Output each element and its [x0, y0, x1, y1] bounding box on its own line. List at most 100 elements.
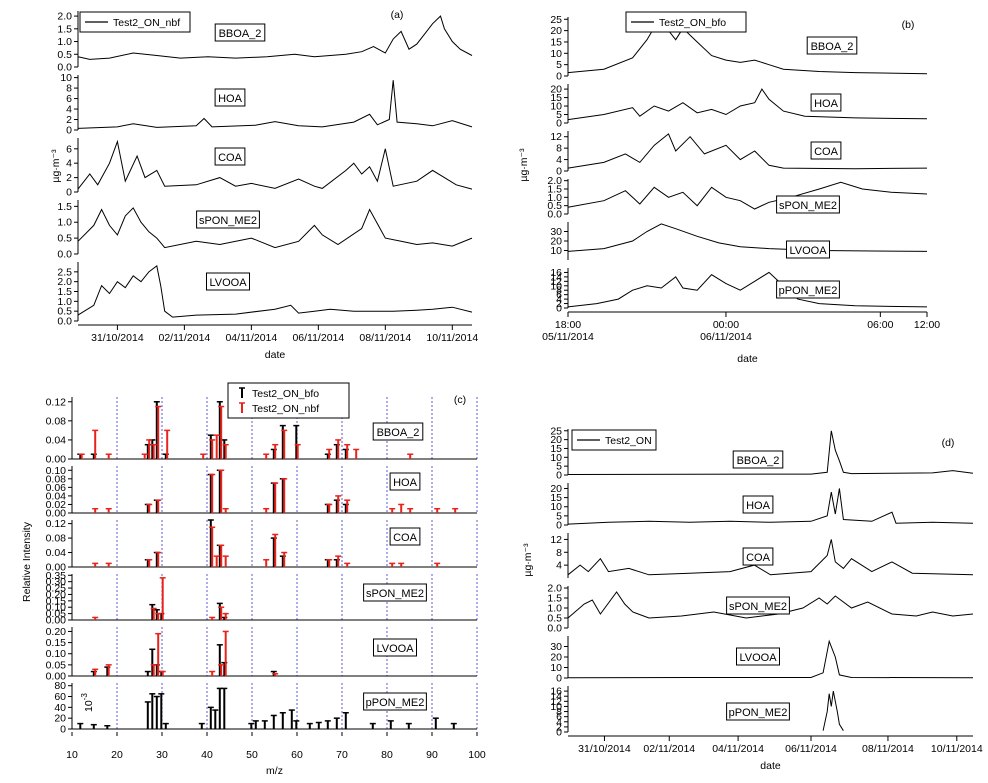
x-axis-label: date — [737, 353, 758, 365]
y-tick-label: 2.0 — [57, 11, 72, 23]
series-line-hoa — [567, 488, 974, 525]
series-line-spon_me2 — [77, 207, 473, 249]
subplot-lvooa: 0.000.050.100.150.20 LVOOA — [46, 626, 478, 683]
y-tick-label: 0 — [556, 71, 562, 83]
y-tick-label: 6 — [556, 711, 562, 723]
series-line-lvooa — [77, 265, 473, 318]
series-line-coa — [567, 539, 974, 576]
y-tick-label: 1.0 — [547, 192, 562, 204]
y-tick-label: 1.0 — [57, 296, 72, 308]
subplot-lvooa: 0.00.51.01.52.02.5 LVOOA — [57, 262, 473, 328]
y-tick-label: 25 — [550, 14, 562, 26]
y-tick-label: 20 — [550, 434, 562, 446]
y-tick-label: 20 — [550, 483, 562, 495]
panel-label: (a) — [391, 9, 404, 21]
y-tick-label: 2 — [66, 114, 72, 126]
y-tick-label: 0 — [66, 187, 72, 199]
y-tick-label: 0 — [556, 520, 562, 532]
panel-c: 0.000.040.080.12BBOA_20.000.020.040.060.… — [21, 382, 486, 777]
y-axis-label: Relative Intensity — [21, 521, 33, 602]
y-tick-label: 15 — [550, 443, 562, 455]
y-tick-label: 30 — [550, 226, 562, 238]
legend-entry: Test2_ON_bfo — [659, 17, 726, 29]
y-tick-label: 2 — [556, 298, 562, 310]
y-tick-label: 10 — [550, 280, 562, 292]
subplot-label: LVOOA — [376, 643, 414, 655]
subplot-label: pPON_ME2 — [779, 285, 838, 297]
subplot-label: BBOA_2 — [377, 427, 420, 439]
y-tick-label: 14 — [550, 271, 562, 283]
x-tick-label: 31/10/2014 — [91, 332, 144, 344]
y-tick-label: 0.5 — [57, 233, 72, 245]
x-tick-label: 10/11/2014 — [931, 743, 983, 755]
y-tick-label: 5 — [556, 510, 562, 522]
x-tick-label: 06/11/2014 — [700, 331, 752, 343]
subplot-spon_me2: 0.00.51.01.52.0 sPON_ME2 — [547, 175, 928, 221]
subplot-coa: 0.00 0.04 0.08 0.12 COA — [46, 518, 478, 574]
x-tick-label: 02/11/2014 — [643, 743, 695, 755]
y-tick-label: 0.02 — [46, 499, 67, 511]
y-tick-label: 0.06 — [46, 482, 67, 494]
y-axis-label: µg·m⁻³ — [50, 149, 62, 183]
subplot-label-box — [742, 495, 774, 514]
y-tick-label: 2 — [66, 172, 72, 184]
x-tick-label: 31/10/2014 — [578, 743, 631, 755]
x-tick-label: 08/11/2014 — [862, 743, 914, 755]
y-tick-label: 0.15 — [46, 637, 67, 649]
subplot-label: COA — [814, 146, 839, 158]
subplot-label: LVOOA — [789, 245, 827, 257]
y-tick-label: 16 — [550, 267, 562, 279]
y-tick-label: 0.5 — [547, 200, 562, 212]
x-tick-label: 06:00 — [867, 319, 893, 331]
y-tick-label: 6 — [66, 143, 72, 155]
subplot-label: HOA — [218, 93, 243, 105]
y-tick-label: 60 — [54, 691, 66, 703]
x-tick-label: 04/11/2014 — [712, 743, 764, 755]
y-tick-label: 10 — [550, 701, 562, 713]
y-tick-label: 0.30 — [46, 576, 67, 588]
x-tick-label: 40 — [201, 749, 213, 761]
series-line-hoa — [77, 80, 473, 129]
y-tick-label: 20 — [550, 652, 562, 664]
legend-entry: Test2_ON — [605, 435, 652, 447]
legend-box — [79, 11, 191, 33]
y-tick-label: 4 — [66, 158, 72, 170]
x-tick-label: 90 — [426, 749, 438, 761]
subplot-label: BBOA_2 — [737, 455, 780, 467]
y-axis-label: µg·m⁻³ — [518, 148, 530, 182]
subplot-label-box — [214, 23, 266, 42]
y-tick-label: 4 — [556, 294, 562, 306]
x-axis-label: m/z — [266, 765, 283, 777]
y-tick-label: 6 — [66, 93, 72, 105]
y-tick-label: 0 — [556, 673, 562, 685]
y-tick-label: 5 — [556, 59, 562, 71]
y-tick-label: 8 — [556, 285, 562, 297]
y-tick-label: 12 — [550, 534, 562, 546]
y-tick-label: 0.15 — [46, 595, 67, 607]
y-tick-label: 0.0 — [547, 209, 562, 221]
x-tick-label: 100 — [468, 749, 486, 761]
legend-box — [625, 11, 747, 33]
subplot-label: LVOOA — [209, 277, 247, 289]
y-tick-label: 0 — [66, 125, 72, 137]
x-tick-label: 10 — [66, 749, 78, 761]
subplot-label: pPON_ME2 — [366, 697, 425, 709]
y-tick-label: 20 — [550, 84, 562, 96]
y-tick-label: 16 — [550, 686, 562, 698]
series-line-lvooa — [567, 223, 928, 252]
y-tick-label: 0.00 — [46, 671, 67, 683]
series-line-spon_me2 — [567, 181, 928, 210]
y-tick-label: 2.0 — [547, 583, 562, 595]
y-tick-label: 0 — [556, 727, 562, 739]
y-tick-label: 5 — [556, 109, 562, 121]
x-tick-label: 08/11/2014 — [359, 332, 411, 344]
subplot-label-box — [776, 195, 840, 214]
x-tick-label: 10/11/2014 — [426, 332, 478, 344]
y-tick-label: 0.08 — [46, 533, 67, 545]
legend-entry: Test2_ON_nbf — [252, 403, 319, 415]
y-tick-label: 1.5 — [547, 593, 562, 605]
